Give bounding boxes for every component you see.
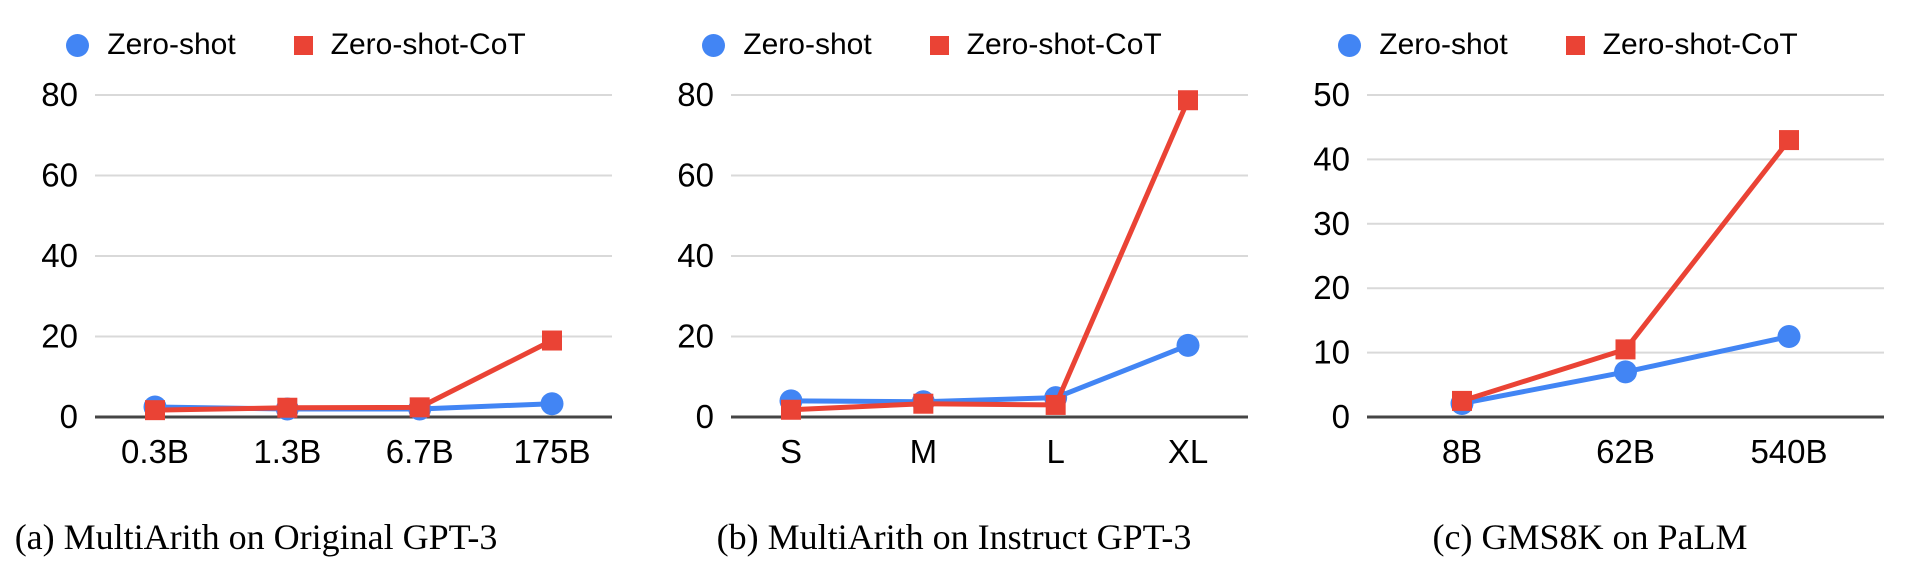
data-point-square <box>781 399 801 420</box>
legend-item: Zero-shot <box>66 28 236 62</box>
y-tick-label: 10 <box>1313 334 1350 371</box>
legend-circle-marker-icon <box>1338 33 1362 57</box>
data-point-square <box>542 330 562 351</box>
legend-circle-marker-icon <box>66 33 90 57</box>
x-tick-label: 62B <box>1596 433 1655 470</box>
data-point-circle <box>1614 360 1637 384</box>
data-point-square <box>1178 90 1198 111</box>
y-tick-label: 60 <box>677 157 714 194</box>
legend-item: Zero-shot-CoT <box>1565 28 1798 62</box>
legend-label: Zero-shot <box>1379 28 1508 61</box>
chart-panel-a: Zero-shot Zero-shot-CoT 0 20 40 60 80 0.3B 1.3B… <box>0 0 636 586</box>
x-tick-label: S <box>780 433 802 470</box>
y-tick-label: 0 <box>1332 398 1350 435</box>
legend-item: Zero-shot-CoT <box>293 28 526 62</box>
data-point-square <box>1452 390 1472 411</box>
data-point-square <box>913 393 934 414</box>
legend-label: Zero-shot-CoT <box>1602 28 1798 61</box>
x-tick-label: M <box>910 433 938 470</box>
legend-item: Zero-shot-CoT <box>929 28 1162 62</box>
legend-label: Zero-shot-CoT <box>966 28 1162 61</box>
line-chart-b: 0 20 40 60 80 S M L XL <box>677 76 1248 470</box>
x-tick-label: 0.3B <box>121 433 189 470</box>
chart-panel-c: Zero-shot Zero-shot-CoT 0 10 20 30 40 50 8B 62B 5… <box>1272 0 1908 586</box>
data-point-circle <box>1176 333 1200 357</box>
legend-label: Zero-shot-CoT <box>330 28 526 61</box>
series-line-zero-shot <box>788 342 1191 405</box>
y-tick-label: 40 <box>677 237 714 274</box>
series-line-zero-shot-cot <box>788 97 1191 413</box>
data-point-circle <box>540 392 564 416</box>
legend-b: Zero-shot Zero-shot-CoT <box>614 20 1250 70</box>
data-point-square <box>277 397 298 418</box>
legend-label: Zero-shot <box>107 28 236 61</box>
legend-circle-marker-icon <box>702 33 726 57</box>
x-tick-label: 175B <box>513 433 590 470</box>
line-chart-a: 0 20 40 60 80 0.3B 1.3B 6.7B 175B <box>41 76 612 470</box>
y-tick-label: 60 <box>41 157 78 194</box>
y-tick-label: 20 <box>677 318 714 355</box>
data-point-square <box>1615 339 1636 360</box>
y-tick-label: 0 <box>696 398 714 435</box>
y-tick-label: 40 <box>1313 140 1350 177</box>
legend-c: Zero-shot Zero-shot-CoT <box>1250 20 1886 70</box>
y-tick-label: 20 <box>1313 269 1350 306</box>
data-point-square <box>145 400 165 421</box>
legend-square-marker-icon <box>293 35 313 55</box>
series-line-zero-shot-cot <box>152 338 555 413</box>
legend-item: Zero-shot <box>702 28 872 62</box>
x-tick-label: 8B <box>1442 433 1482 470</box>
data-point-square <box>1779 130 1799 151</box>
data-point-square <box>1045 394 1066 415</box>
y-tick-label: 20 <box>41 318 78 355</box>
y-tick-label: 40 <box>41 237 78 274</box>
y-tick-label: 0 <box>60 398 78 435</box>
legend-label: Zero-shot <box>743 28 872 61</box>
x-tick-label: 540B <box>1750 433 1827 470</box>
x-tick-label: XL <box>1168 433 1208 470</box>
chart-caption-c: (c) GMS8K on PaLM <box>1432 517 1748 557</box>
chart-panel-b: Zero-shot Zero-shot-CoT 0 20 40 60 80 S M L XL (b… <box>636 0 1272 586</box>
legend-a: Zero-shot Zero-shot-CoT <box>0 20 614 70</box>
x-tick-label: L <box>1046 433 1064 470</box>
y-tick-label: 80 <box>41 76 78 113</box>
data-point-square <box>409 397 430 418</box>
chart-caption-b: (b) MultiArith on Instruct GPT-3 <box>716 517 1192 557</box>
legend-square-marker-icon <box>1565 35 1585 55</box>
y-tick-label: 50 <box>1313 76 1350 113</box>
chart-caption-a: (a) MultiArith on Original GPT-3 <box>14 517 498 557</box>
legend-square-marker-icon <box>929 35 949 55</box>
legend-item: Zero-shot <box>1338 28 1508 62</box>
line-chart-c: 0 10 20 30 40 50 8B 62B 540B <box>1313 76 1884 470</box>
data-point-circle <box>1777 325 1801 348</box>
y-tick-label: 30 <box>1313 205 1350 242</box>
x-tick-label: 6.7B <box>386 433 454 470</box>
x-tick-label: 1.3B <box>253 433 321 470</box>
y-tick-label: 80 <box>677 76 714 113</box>
